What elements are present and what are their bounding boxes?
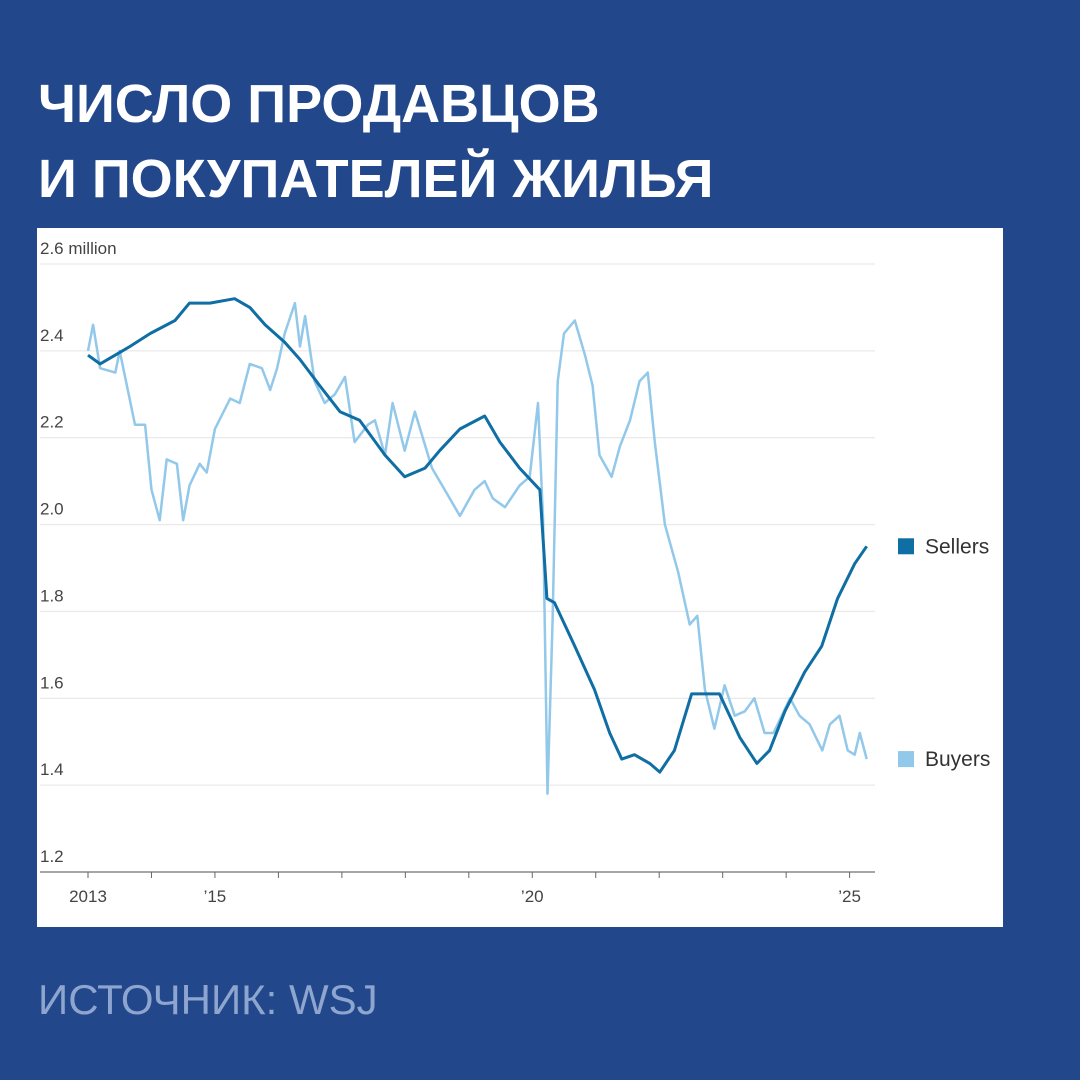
plot: 1.2 1.4 1.6 1.8 2.0 2.2 2.4 2.6 million 2013 ’15 ’…	[40, 239, 990, 906]
y-tick-label: 1.8	[40, 586, 64, 605]
x-tick-label: 2013	[69, 887, 107, 906]
x-tick-label: ’15	[204, 887, 227, 906]
source: ИСТОЧНИК: WSJ	[38, 976, 378, 1023]
x-tick-label: ’25	[838, 887, 861, 906]
title-line: ЧИСЛО ПРОДАВЦОВ	[38, 74, 600, 134]
legend-label: Buyers	[925, 748, 990, 771]
legend-label: Sellers	[925, 535, 989, 558]
title-line: И ПОКУПАТЕЛЕЙ ЖИЛЬЯ	[38, 148, 713, 209]
series-line	[87, 297, 868, 774]
chart-panel	[37, 228, 1003, 927]
legend-swatch	[898, 751, 914, 768]
y-tick-label: 1.2	[40, 847, 64, 866]
y-tick-label: 1.6	[40, 673, 64, 692]
y-tick-label: 2.2	[40, 413, 64, 432]
legend-swatch	[898, 538, 914, 555]
y-tick-label: 1.4	[40, 760, 64, 779]
y-tick-label: 2.0	[40, 500, 64, 519]
y-tick-label: 2.6 million	[40, 239, 117, 258]
series-line	[86, 301, 868, 796]
x-tick-label: ’20	[521, 887, 544, 906]
y-tick-label: 2.4	[40, 326, 64, 345]
